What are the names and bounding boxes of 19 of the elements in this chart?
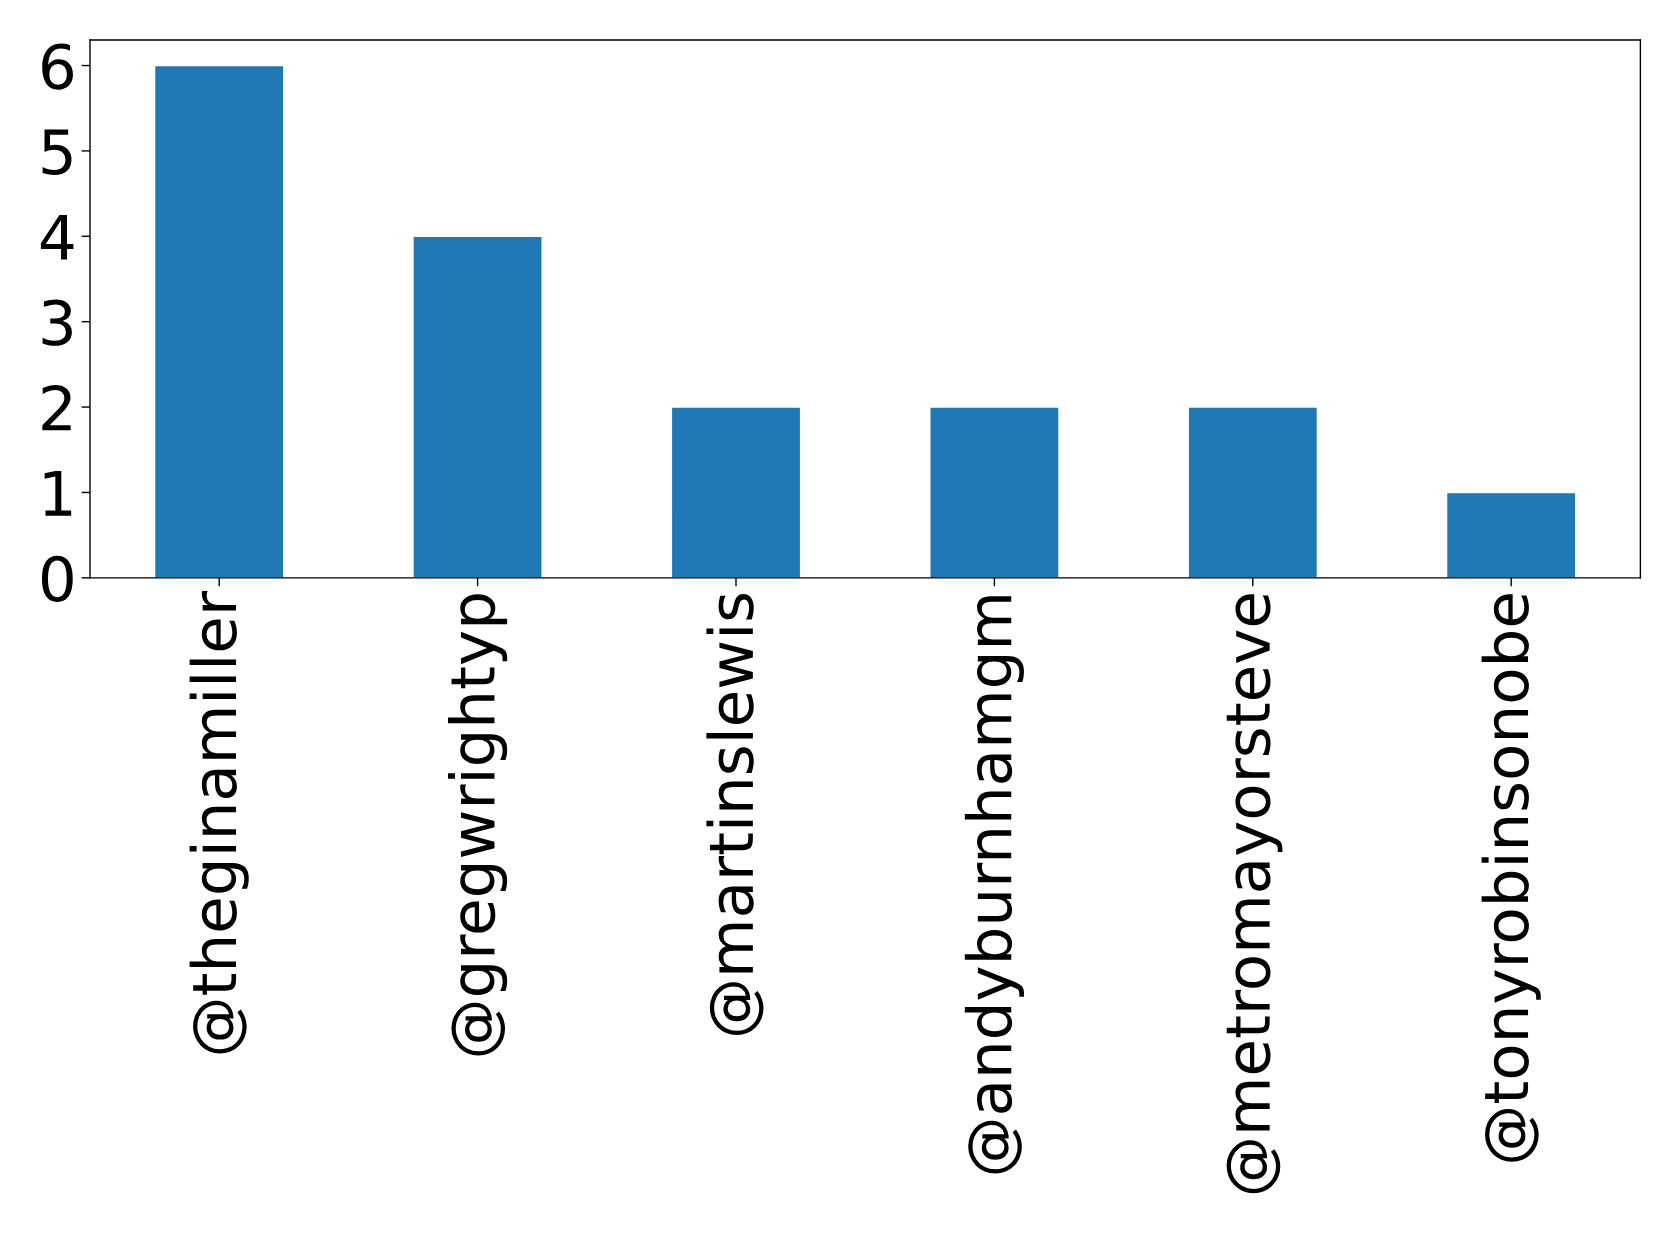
x-tick-label: @andyburnhamgm (964, 596, 1024, 1174)
x-tick-label: @gregwrightyp (448, 594, 508, 1056)
x-tick-label: @metromayorsteve (1226, 594, 1283, 1194)
y-tick-label: 2 (42, 384, 71, 431)
y-tick-label: 4 (40, 214, 74, 260)
y-tick-label: 0 (41, 555, 73, 602)
bar (153, 64, 285, 578)
bar (929, 406, 1060, 578)
x-tick-label: @theginamiller (189, 591, 249, 1054)
bar (670, 406, 802, 578)
bar (412, 235, 543, 578)
bar (1187, 406, 1319, 578)
y-tick-label: 1 (44, 471, 72, 516)
bar (1445, 491, 1577, 578)
x-tick-label: @martinslewis (706, 593, 764, 1036)
y-tick-label: 6 (42, 43, 73, 90)
y-tick-label: 5 (42, 129, 72, 176)
x-tick-label: @tonyrobinsonobe (1481, 594, 1541, 1162)
y-tick-label: 3 (42, 299, 72, 346)
